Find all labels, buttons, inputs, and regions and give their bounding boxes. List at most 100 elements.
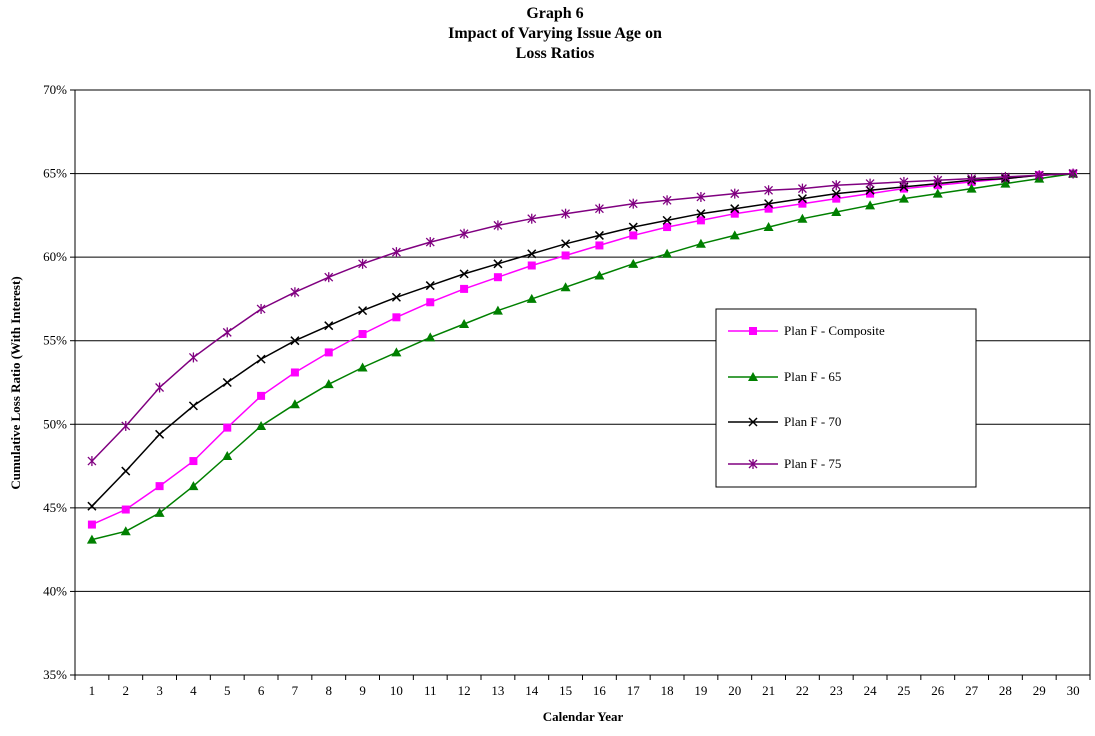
data-point (729, 230, 740, 240)
data-point (662, 248, 673, 258)
data-point (662, 215, 672, 225)
data-point (831, 207, 842, 217)
data-point (492, 305, 503, 315)
data-point (223, 423, 232, 432)
y-tick-label: 50% (43, 416, 67, 431)
y-tick-label: 45% (43, 500, 67, 515)
data-point (425, 237, 435, 248)
data-point (289, 399, 300, 409)
data-point (392, 313, 401, 322)
data-point (222, 327, 232, 338)
series-1 (86, 168, 1079, 544)
data-point (121, 466, 131, 476)
data-point (426, 298, 435, 307)
legend-marker (748, 417, 758, 427)
chart-title-line-1: Graph 6 (526, 5, 583, 22)
series-line (91, 172, 1074, 462)
x-tick-label: 26 (931, 683, 945, 698)
data-point (256, 303, 266, 314)
x-tick-label: 8 (326, 683, 333, 698)
data-point (695, 238, 706, 248)
legend-label: Plan F - 65 (784, 369, 841, 384)
data-point (730, 209, 739, 218)
data-point (121, 505, 130, 514)
data-point (357, 362, 368, 372)
data-point (527, 213, 537, 224)
data-point (865, 185, 875, 195)
data-point (764, 199, 774, 209)
data-point (86, 534, 97, 544)
data-point (696, 209, 706, 219)
data-point (594, 230, 604, 240)
data-point (257, 391, 266, 400)
x-axis-ticks: 1 2 3 4 5 6 7 8 9 10 11 12 13 14 15 16 17 18 19 20 21 22 23 24 2… (74, 675, 1091, 698)
y-tick-label: 40% (43, 583, 67, 598)
data-point (561, 239, 571, 249)
legend-marker (749, 327, 757, 335)
x-tick-label: 12 (458, 683, 471, 698)
y-tick-label: 60% (43, 249, 67, 264)
data-point (120, 526, 131, 536)
data-point (662, 195, 672, 206)
legend-entry: Plan F - 70 (728, 414, 841, 429)
y-axis-ticks: 35% 40% 45% 50% 55% 60% 65% 70% (43, 82, 75, 682)
data-point (459, 269, 469, 279)
data-point (391, 247, 401, 258)
data-point (560, 282, 571, 292)
series-line (91, 172, 1074, 526)
legend-label: Plan F - Composite (784, 323, 885, 338)
legend-box (715, 308, 977, 488)
data-point (155, 429, 165, 439)
x-tick-label: 22 (796, 683, 809, 698)
data-point (391, 292, 401, 302)
x-tick-label: 27 (965, 683, 979, 698)
data-point (323, 379, 334, 389)
x-tick-label: 14 (525, 683, 539, 698)
data-point (154, 507, 165, 517)
data-point (526, 293, 537, 303)
y-tick-label: 55% (43, 333, 67, 348)
data-point (866, 189, 875, 198)
data-point (966, 183, 977, 193)
legend-entry: Plan F - Composite (728, 323, 885, 338)
data-point (595, 241, 604, 250)
data-point (797, 194, 807, 204)
data-point (797, 183, 807, 194)
data-point (87, 456, 97, 467)
data-point (188, 481, 199, 491)
legend-entry: Plan F - 75 (728, 456, 841, 471)
x-tick-label: 23 (830, 683, 843, 698)
x-tick-label: 18 (661, 683, 674, 698)
data-point (460, 284, 469, 293)
x-tick-label: 30 (1067, 683, 1080, 698)
gridlines (75, 173, 1090, 592)
x-tick-label: 2 (123, 683, 130, 698)
data-point (459, 228, 469, 239)
x-axis-title: Calendar Year (543, 709, 624, 724)
data-point (391, 347, 402, 357)
series-line (91, 172, 1074, 541)
x-tick-label: 21 (762, 683, 775, 698)
data-point (324, 321, 334, 331)
data-point (933, 175, 943, 186)
data-point (459, 319, 470, 328)
chart-title: Graph 6 Impact of Varying Issue Age on L… (448, 5, 662, 62)
data-point (899, 176, 909, 187)
data-point (898, 193, 909, 203)
series-3 (87, 168, 1078, 467)
data-point (561, 251, 570, 260)
data-point (358, 258, 368, 269)
x-tick-label: 29 (1033, 683, 1046, 698)
data-point (493, 273, 502, 282)
chart-title-line-3: Loss Ratios (516, 45, 595, 62)
data-point (121, 420, 131, 431)
y-tick-label: 35% (43, 667, 67, 682)
data-point (222, 377, 232, 388)
data-point (324, 348, 333, 357)
data-point (188, 352, 198, 363)
data-point (831, 180, 841, 191)
data-point (899, 184, 908, 193)
data-point (290, 336, 300, 346)
data-point (425, 281, 435, 291)
data-point (797, 213, 808, 223)
